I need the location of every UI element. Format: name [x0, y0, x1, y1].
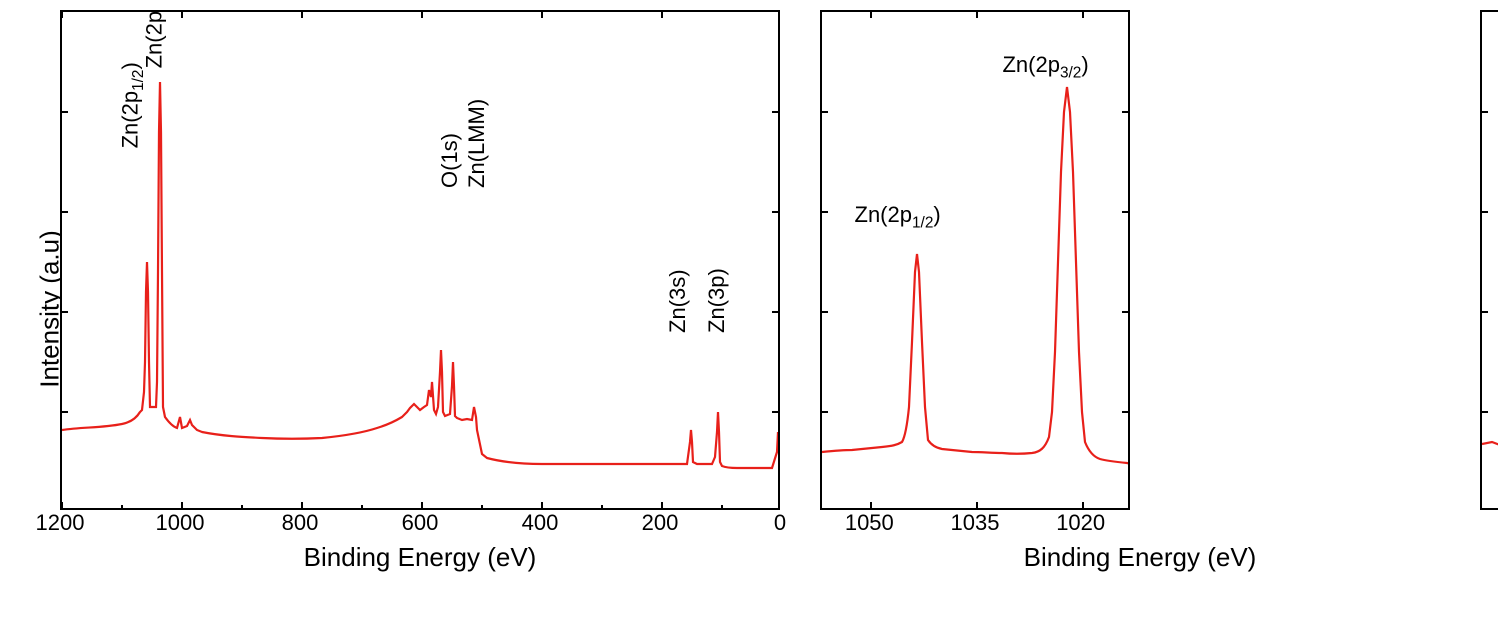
ytick-mark — [820, 411, 828, 413]
ytick-mark — [820, 211, 828, 213]
tick-mark-top — [181, 10, 183, 18]
panel23-xlabel: Binding Energy (eV) — [820, 542, 1460, 573]
panel1-plot: Zn(2p1/2)Zn(2p3/2) O(1s)Zn(LMM) Zn(3s) Zn(3… — [60, 10, 780, 510]
xtick-label: 800 — [282, 510, 319, 536]
ytick-mark — [60, 111, 68, 113]
ytick-mark — [1480, 211, 1488, 213]
peak-label: Zn(2p3/2) — [1002, 52, 1088, 82]
ytick-mark — [820, 111, 828, 113]
tick-mark-top — [870, 10, 872, 18]
peak-label: Zn(3s) — [665, 269, 691, 333]
panel2-plot: Zn(2p1/2) Zn(2p3/2) — [820, 10, 1130, 510]
panel3-xticks: 535530525 — [1480, 510, 1498, 536]
ytick-mark — [1480, 311, 1488, 313]
tick-mark-top — [661, 10, 663, 18]
panel1-xlabel: Binding Energy (eV) — [60, 542, 780, 573]
tick-mark-top — [301, 10, 303, 18]
tick-mark-top — [61, 10, 63, 18]
panel-survey: Intensity (a.u) Zn(2p1/2)Zn(2p3/2)O(1s)Z… — [60, 10, 780, 607]
ytick-mark — [1480, 111, 1488, 113]
ytick-mark — [60, 211, 68, 213]
panel-o1s: O(1s) 535530525 — [1480, 10, 1498, 607]
xtick-label: 400 — [522, 510, 559, 536]
panel1-xticks: 120010008006004002000 — [60, 510, 780, 536]
xps-figure: Intensity (a.u) Zn(2p1/2)Zn(2p3/2)O(1s)Z… — [10, 10, 1488, 607]
xtick-label: 0 — [774, 510, 786, 536]
tick-mark-top — [421, 10, 423, 18]
xtick-label: 1200 — [36, 510, 85, 536]
peak-label: O(1s) — [437, 133, 463, 188]
xtick-label: 1035 — [951, 510, 1000, 536]
xtick-label: 600 — [402, 510, 439, 536]
panel3-spectrum — [1482, 115, 1498, 445]
tick-mark-top — [541, 10, 543, 18]
xtick-label: 1000 — [156, 510, 205, 536]
peak-label: Zn(2p1/2) — [855, 202, 941, 232]
tick-mark-top — [1082, 10, 1084, 18]
ytick-mark — [60, 311, 68, 313]
panel-zn2p: Zn(2p1/2) Zn(2p3/2) 1050 1035 1020 Binding … — [820, 10, 1460, 607]
ytick-mark — [60, 411, 68, 413]
ytick-mark — [820, 311, 828, 313]
panel3-plot: O(1s) — [1480, 10, 1498, 510]
xtick-label: 1020 — [1056, 510, 1105, 536]
peak-label: Zn(2p3/2) — [142, 10, 172, 68]
panel2-spectrum — [822, 87, 1130, 464]
ytick-mark — [1480, 411, 1488, 413]
xtick-label: 200 — [642, 510, 679, 536]
tick-mark-top — [976, 10, 978, 18]
xtick-label: 1050 — [845, 510, 894, 536]
peak-label: Zn(2p1/2) — [118, 62, 148, 148]
panel2-xticks: 1050 1035 1020 — [820, 510, 1130, 536]
peak-label: Zn(LMM) — [464, 99, 490, 188]
peak-label: Zn(3p) — [704, 268, 730, 333]
